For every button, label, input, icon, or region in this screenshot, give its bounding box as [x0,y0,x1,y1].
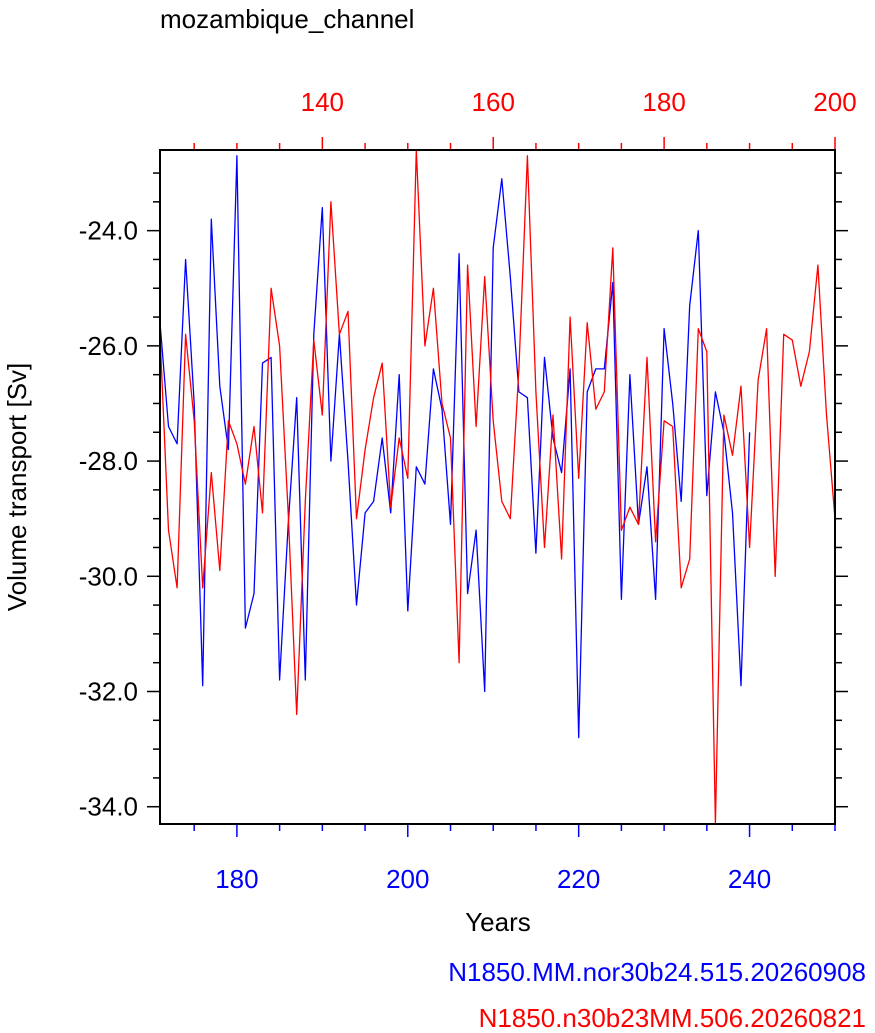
axes-layer: -24.0 -26.0 -28.0 -30.0 -32.0 -34.0 180 200 220 2… [79,87,857,894]
y-tick-label: -24.0 [79,216,138,246]
plot-frame [159,149,836,825]
plot-lines [159,149,836,825]
y-tick-label: -26.0 [79,331,138,361]
y-tick-label: -28.0 [79,446,138,476]
y-tick-label: -34.0 [79,792,138,822]
x-axis-label: Years [465,907,531,937]
x-top-tick-label: 180 [642,87,685,117]
x-bottom-tick-label: 200 [386,864,429,894]
y-axis-label: Volume transport [Sv] [2,363,32,612]
series-line-1 [159,149,836,825]
series-line-0 [159,155,751,739]
chart-title: mozambique_channel [160,4,414,34]
x-top-tick-label: 160 [472,87,515,117]
x-bottom-tick-label: 240 [728,864,771,894]
x-bottom-tick-label: 220 [557,864,600,894]
x-bottom-tick-label: 180 [215,864,258,894]
x-top-tick-label: 200 [813,87,856,117]
legend-series-blue: N1850.MM.nor30b24.515.20260908 [448,957,866,987]
y-tick-label: -32.0 [79,677,138,707]
x-top-tick-label: 140 [301,87,344,117]
y-tick-label: -30.0 [79,561,138,591]
legend-series-red: N1850.n30b23MM.506.20260821 [479,1003,866,1033]
